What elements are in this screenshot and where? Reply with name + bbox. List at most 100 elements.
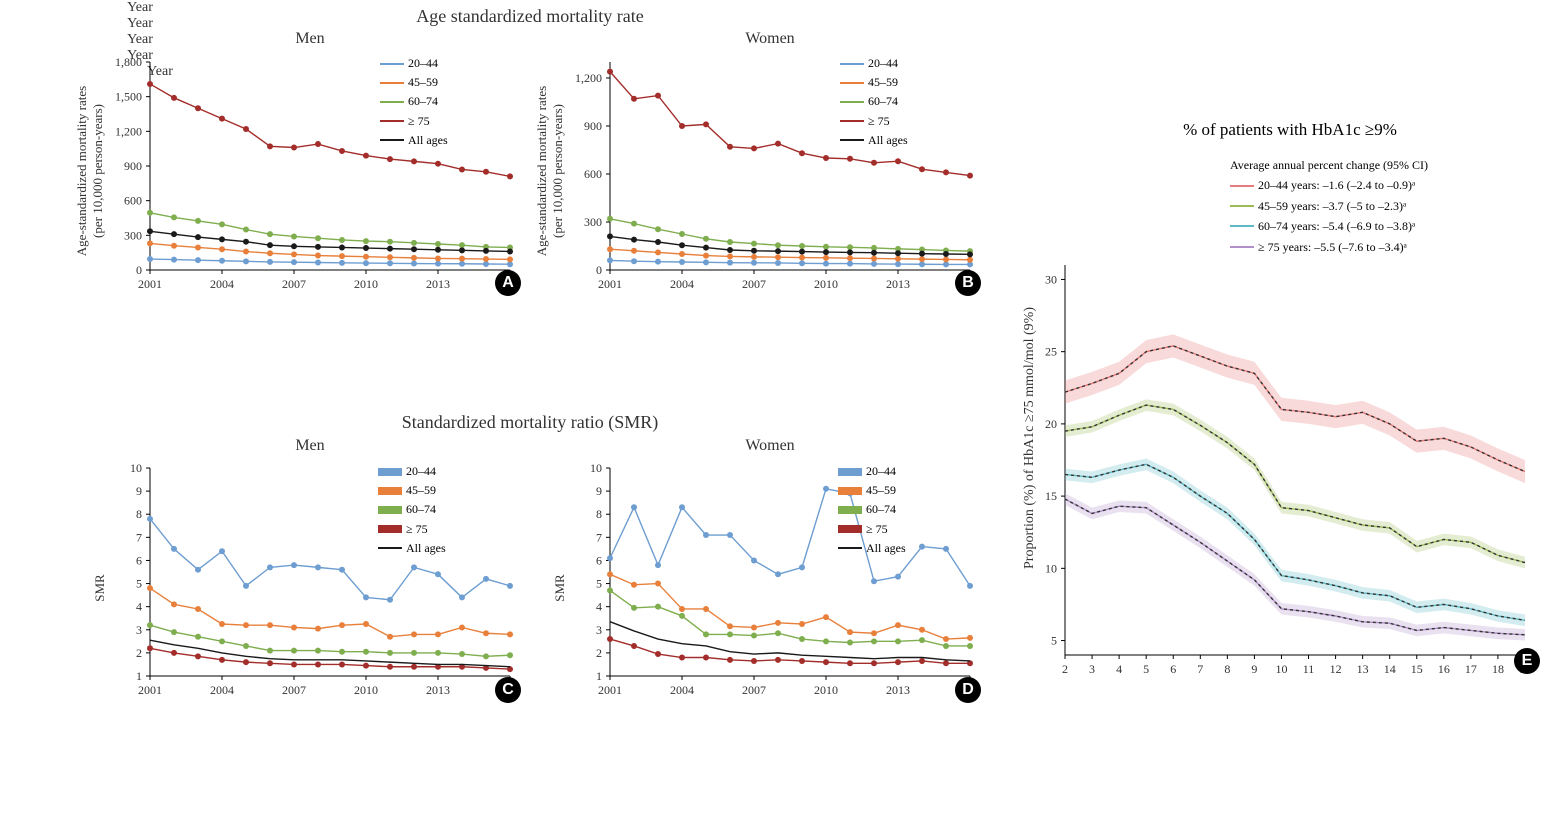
legend-item: 20–44 bbox=[838, 462, 906, 481]
legend-item: 20–44 bbox=[380, 54, 448, 73]
svg-text:1,200: 1,200 bbox=[115, 124, 142, 138]
svg-text:2013: 2013 bbox=[426, 277, 450, 291]
legend-a: 20–4445–5960–74≥ 75All ages bbox=[380, 54, 448, 150]
svg-text:2004: 2004 bbox=[210, 277, 234, 291]
svg-text:13: 13 bbox=[1357, 662, 1369, 676]
svg-text:16: 16 bbox=[1438, 662, 1450, 676]
legend-item: 45–59 bbox=[380, 73, 448, 92]
svg-text:900: 900 bbox=[124, 159, 142, 173]
legend-item: 60–74 bbox=[840, 92, 908, 111]
svg-text:2: 2 bbox=[136, 646, 142, 660]
legend-item: 60–74 bbox=[378, 500, 446, 519]
legend-header: Average annual percent change (95% CI) bbox=[1230, 155, 1428, 175]
legend-c: 20–4445–5960–74≥ 75All ages bbox=[378, 462, 446, 558]
legend-item: ≥ 75 years: –5.5 (–7.6 to –3.4)ᵃ bbox=[1230, 237, 1428, 257]
badge-e: E bbox=[1514, 648, 1540, 674]
svg-text:2001: 2001 bbox=[138, 683, 162, 697]
legend-item: 45–59 bbox=[840, 73, 908, 92]
svg-text:2001: 2001 bbox=[598, 277, 622, 291]
chart-d: 12345678910200120042007201020132016 bbox=[550, 456, 980, 721]
svg-text:2004: 2004 bbox=[670, 683, 694, 697]
legend-item: ≥ 75 bbox=[838, 520, 906, 539]
svg-text:12: 12 bbox=[1330, 662, 1342, 676]
svg-text:2004: 2004 bbox=[210, 683, 234, 697]
svg-text:10: 10 bbox=[1045, 561, 1057, 575]
svg-text:2: 2 bbox=[596, 646, 602, 660]
svg-text:4: 4 bbox=[1116, 662, 1122, 676]
legend-item: 20–44 years: –1.6 (–2.4 to –0.9)ᵃ bbox=[1230, 175, 1428, 195]
svg-text:8: 8 bbox=[136, 507, 142, 521]
svg-text:0: 0 bbox=[136, 263, 142, 277]
ylabel-a: Age-standardized mortality rates(per 10,… bbox=[74, 41, 106, 301]
subtitle-c: Men bbox=[130, 437, 490, 455]
ylabel-c: SMR bbox=[92, 548, 108, 628]
legend-item: 20–44 bbox=[840, 54, 908, 73]
svg-text:7: 7 bbox=[1197, 662, 1203, 676]
svg-text:2013: 2013 bbox=[886, 683, 910, 697]
legend-b: 20–4445–5960–74≥ 75All ages bbox=[840, 54, 908, 150]
svg-text:10: 10 bbox=[130, 461, 142, 475]
svg-text:2010: 2010 bbox=[814, 277, 838, 291]
svg-text:2007: 2007 bbox=[282, 683, 306, 697]
svg-text:9: 9 bbox=[1251, 662, 1257, 676]
section-title: Age standardized mortality rate bbox=[80, 6, 980, 27]
svg-text:1: 1 bbox=[136, 669, 142, 683]
chart-a: 03006009001,2001,5001,800200120042007201… bbox=[90, 50, 520, 315]
legend-item: 60–74 bbox=[380, 92, 448, 111]
chart-c: 12345678910200120042007201020132016 bbox=[90, 456, 520, 721]
svg-text:300: 300 bbox=[584, 215, 602, 229]
legend-item: All ages bbox=[380, 131, 448, 150]
svg-text:2010: 2010 bbox=[814, 683, 838, 697]
svg-text:6: 6 bbox=[1170, 662, 1176, 676]
svg-text:10: 10 bbox=[590, 461, 602, 475]
svg-text:7: 7 bbox=[136, 530, 142, 544]
svg-text:8: 8 bbox=[1224, 662, 1230, 676]
legend-item: 20–44 bbox=[378, 462, 446, 481]
svg-text:5: 5 bbox=[136, 577, 142, 591]
legend-item: All ages bbox=[838, 539, 906, 558]
svg-text:2010: 2010 bbox=[354, 277, 378, 291]
svg-text:2013: 2013 bbox=[426, 683, 450, 697]
svg-text:2004: 2004 bbox=[670, 277, 694, 291]
svg-text:2013: 2013 bbox=[886, 277, 910, 291]
legend-item: 45–59 bbox=[378, 481, 446, 500]
svg-text:1: 1 bbox=[596, 669, 602, 683]
chart-b: 03006009001,200200120042007201020132016 bbox=[550, 50, 980, 315]
legend-item: 60–74 bbox=[838, 500, 906, 519]
svg-text:600: 600 bbox=[124, 194, 142, 208]
svg-text:2001: 2001 bbox=[598, 683, 622, 697]
svg-text:1,500: 1,500 bbox=[115, 90, 142, 104]
svg-text:4: 4 bbox=[136, 600, 142, 614]
svg-text:3: 3 bbox=[596, 623, 602, 637]
svg-text:900: 900 bbox=[584, 119, 602, 133]
svg-text:3: 3 bbox=[1089, 662, 1095, 676]
svg-text:600: 600 bbox=[584, 167, 602, 181]
svg-text:7: 7 bbox=[596, 530, 602, 544]
svg-text:25: 25 bbox=[1045, 345, 1057, 359]
svg-text:2: 2 bbox=[1062, 662, 1068, 676]
subtitle-a: Men bbox=[130, 30, 490, 48]
legend-item: ≥ 75 bbox=[380, 112, 448, 131]
subtitle-b: Women bbox=[590, 30, 950, 48]
legend-item: 45–59 years: –3.7 (–5 to –2.3)ᵃ bbox=[1230, 196, 1428, 216]
svg-text:11: 11 bbox=[1303, 662, 1315, 676]
subtitle-d: Women bbox=[590, 437, 950, 455]
svg-text:1,200: 1,200 bbox=[575, 71, 602, 85]
legend-item: All ages bbox=[840, 131, 908, 150]
badge-b: B bbox=[955, 270, 981, 296]
ylabel-b: Age-standardized mortality rates(per 10,… bbox=[534, 41, 566, 301]
svg-text:5: 5 bbox=[596, 577, 602, 591]
legend-item: ≥ 75 bbox=[840, 112, 908, 131]
legend-item: ≥ 75 bbox=[378, 520, 446, 539]
svg-text:2007: 2007 bbox=[742, 277, 766, 291]
svg-text:14: 14 bbox=[1384, 662, 1396, 676]
svg-text:5: 5 bbox=[1051, 634, 1057, 648]
legend-item: 60–74 years: –5.4 (–6.9 to –3.8)ᵃ bbox=[1230, 216, 1428, 236]
svg-text:9: 9 bbox=[136, 484, 142, 498]
svg-text:17: 17 bbox=[1465, 662, 1477, 676]
svg-text:15: 15 bbox=[1411, 662, 1423, 676]
svg-text:30: 30 bbox=[1045, 272, 1057, 286]
svg-text:5: 5 bbox=[1143, 662, 1149, 676]
legend-item: 45–59 bbox=[838, 481, 906, 500]
svg-text:2007: 2007 bbox=[282, 277, 306, 291]
